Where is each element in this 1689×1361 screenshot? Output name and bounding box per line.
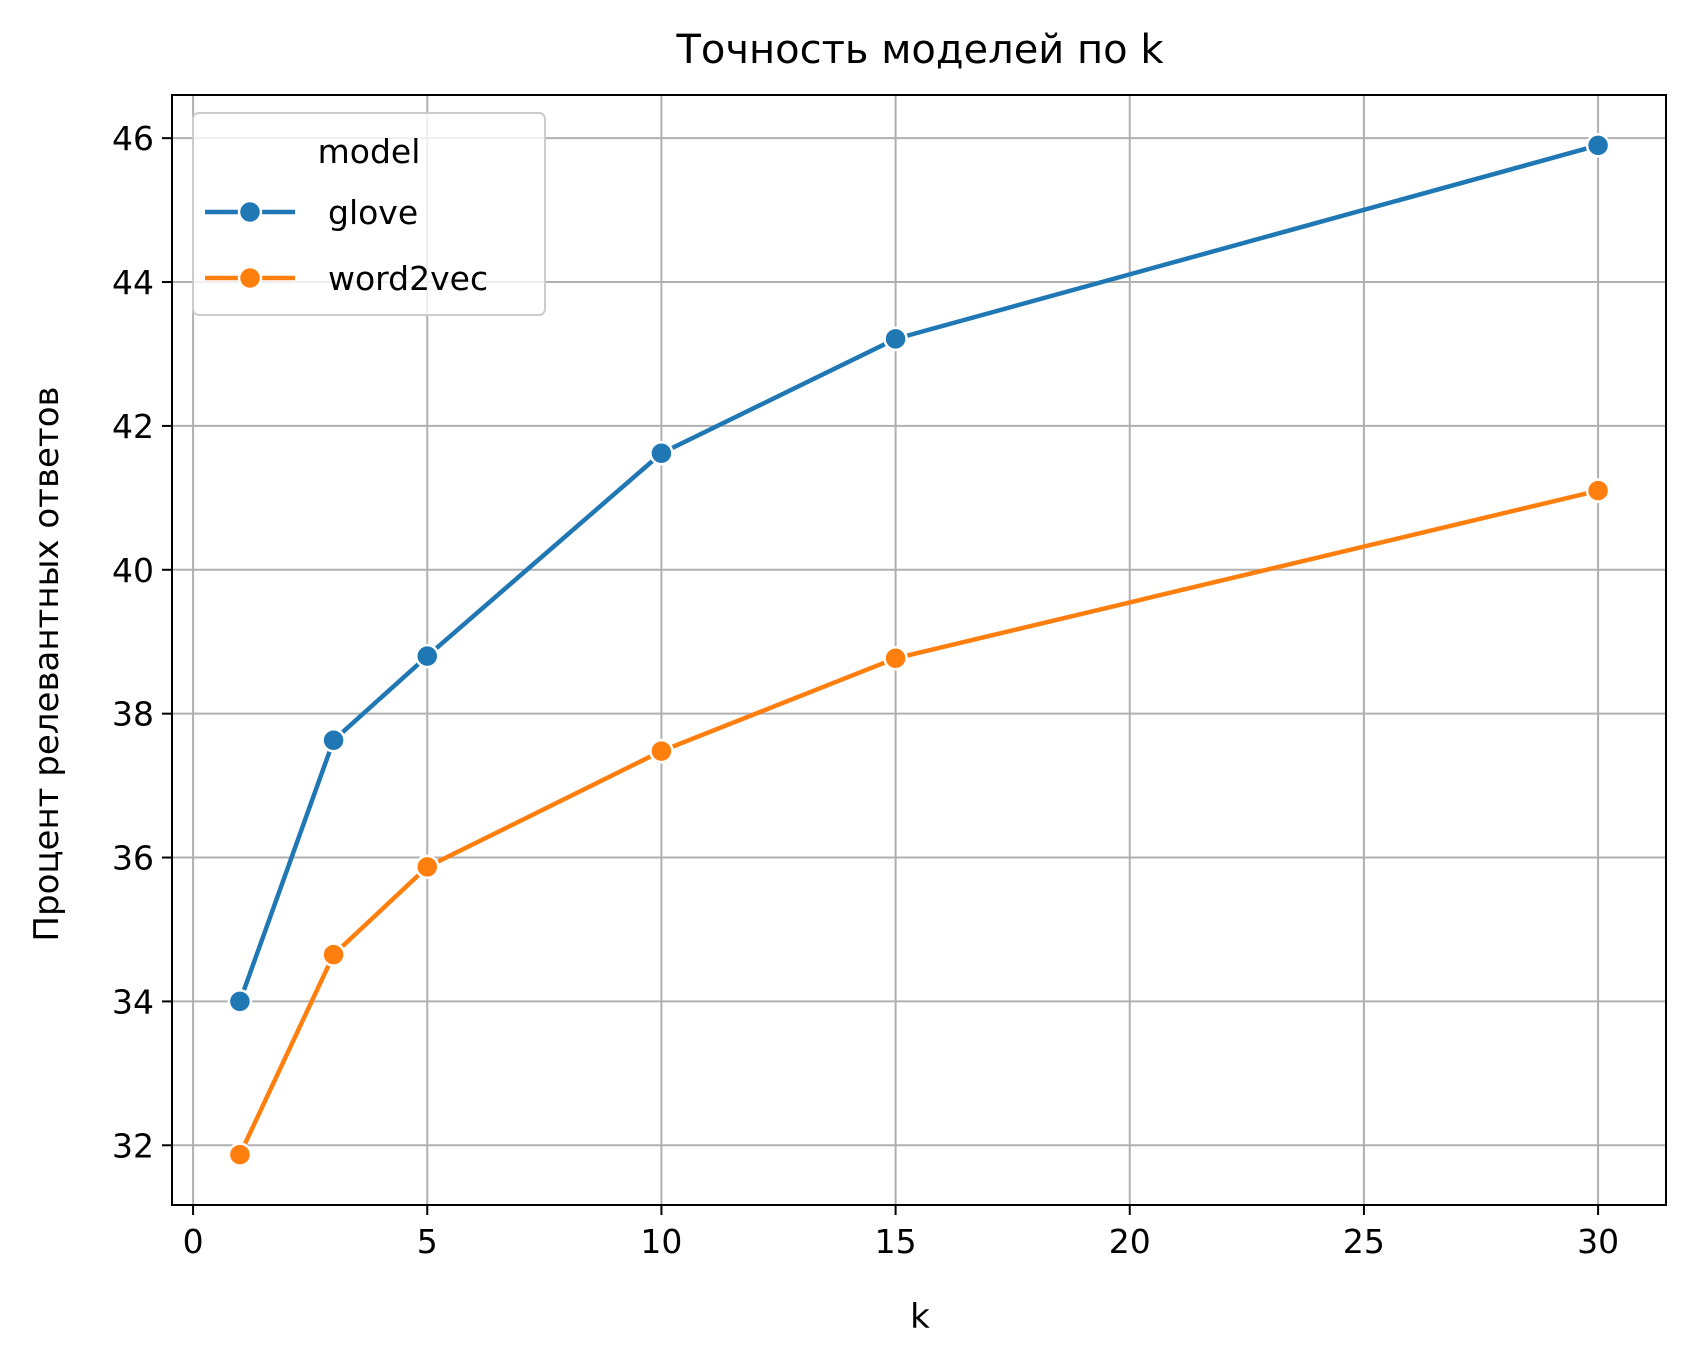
x-tick-label: 20 [1109,1222,1151,1261]
data-point-glove [227,989,253,1014]
legend-items: glove word2vec [205,193,488,298]
y-tick-label: 44 [112,263,154,302]
legend-title: model [318,132,421,171]
y-tick-label: 40 [112,551,154,590]
legend-marker [237,265,263,291]
data-point-word2vec [649,738,674,764]
plot-frame [171,94,1667,1206]
data-point-glove [883,326,908,352]
legend-marker [237,199,263,225]
y-tick-label: 42 [112,407,154,446]
data-point-word2vec [414,854,440,880]
legend-label: word2vec [328,259,488,298]
y-tick-label: 32 [112,1126,154,1165]
series-glove [227,133,1611,1014]
data-point-glove [649,441,674,466]
data-point-glove [321,728,346,753]
data-point-word2vec [1585,478,1611,503]
data-point-word2vec [883,646,908,671]
x-axis-label: k [910,1297,930,1337]
data-point-glove [1585,133,1611,158]
series-line-glove [237,143,1599,1003]
legend-box [192,112,546,316]
legend-item-word2vec: word2vec [205,259,488,298]
y-tick-label: 38 [112,695,154,734]
chart-title: Точность моделей по k [675,27,1164,73]
y-tick-label: 36 [112,839,154,878]
series-line-word2vec [237,488,1599,1156]
x-tick-label: 15 [875,1222,917,1261]
series-word2vec [227,478,1611,1167]
x-axis: 0 5 10 15 20 25 30 [183,1205,1619,1261]
data-point-glove [414,643,440,669]
legend-label: glove [328,193,418,232]
grid [172,95,1666,1205]
legend-item-glove: glove [205,193,418,232]
y-axis: 32 34 36 38 40 42 44 46 [112,119,172,1165]
y-tick-label: 46 [112,119,154,158]
x-tick-label: 25 [1343,1222,1385,1261]
data-point-word2vec [321,942,346,967]
data-point-word2vec [227,1142,253,1167]
x-tick-label: 0 [183,1222,204,1261]
x-tick-label: 5 [417,1222,438,1261]
x-tick-label: 30 [1577,1222,1619,1261]
y-axis-label: Процент релевантных ответов [27,386,67,941]
x-tick-label: 10 [640,1222,682,1261]
series-layer [227,133,1611,1167]
y-tick-label: 34 [112,982,154,1021]
legend: model glove word2vec [192,112,546,316]
